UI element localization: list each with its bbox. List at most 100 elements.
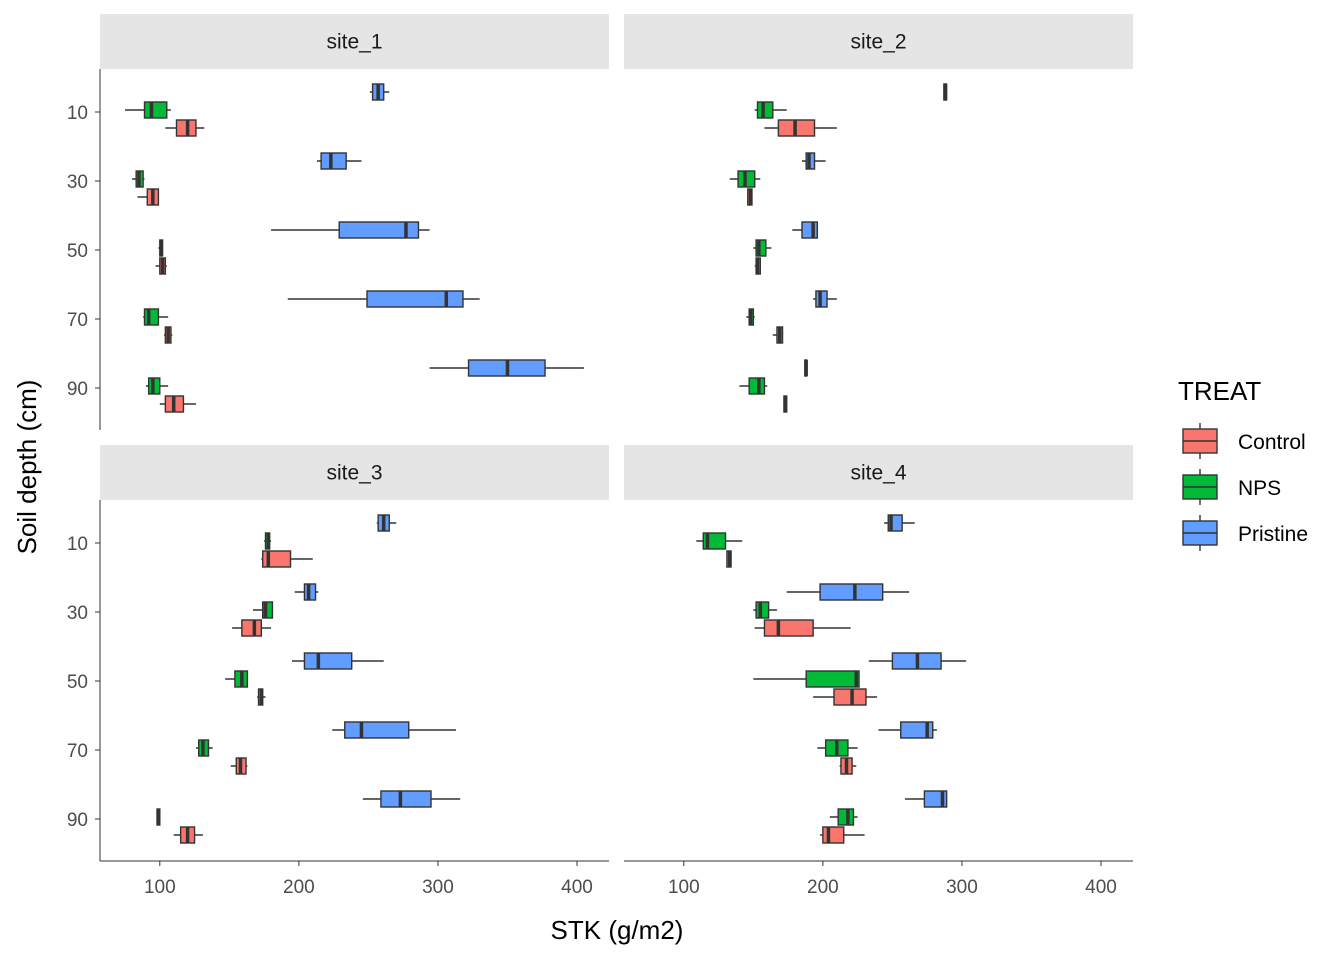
panel-site-2: site_2: [624, 14, 1133, 413]
box-nps-50: [158, 239, 164, 257]
box-control-30: [747, 188, 753, 206]
x-tick-label: 300: [946, 877, 978, 898]
box-control-10: [726, 550, 732, 568]
box-nps-70: [746, 308, 755, 326]
y-tick-label: 70: [67, 310, 88, 331]
box-pristine-10: [884, 514, 915, 532]
box-control-30: [232, 619, 272, 637]
box-pristine-90: [904, 790, 948, 808]
panel-strip-title: site_4: [850, 462, 906, 485]
box-pristine-30: [294, 583, 319, 601]
box-pristine-30: [786, 583, 910, 601]
legend-item-nps: NPS: [1182, 469, 1281, 505]
box-nps-70: [817, 739, 858, 757]
panel-strip-title: site_1: [326, 31, 382, 54]
box-nps-90: [145, 377, 169, 395]
legend-item-control: Control: [1182, 423, 1306, 459]
box-nps-90: [739, 377, 768, 395]
panel-site-1: site_1 10 30 50 70 90: [67, 14, 609, 430]
box-iqr: [756, 101, 774, 119]
box-iqr: [380, 790, 432, 808]
legend-item-pristine: Pristine: [1182, 515, 1308, 551]
y-tick-label: 10: [67, 103, 88, 124]
box-pristine-50: [792, 221, 819, 239]
box-pristine-30: [316, 152, 362, 170]
box-control-70: [772, 326, 784, 344]
x-tick-label: 100: [144, 877, 176, 898]
panel-strip: [100, 445, 609, 500]
box-nps-30: [729, 170, 761, 188]
y-tick-label: 10: [67, 534, 88, 555]
box-iqr: [801, 221, 819, 239]
box-pristine-90: [804, 359, 808, 377]
box-iqr: [748, 377, 766, 395]
box-iqr: [344, 721, 410, 739]
box-iqr: [833, 688, 867, 706]
box-control-10: [764, 119, 837, 137]
x-tick-label: 200: [807, 877, 839, 898]
box-control-90: [820, 826, 865, 844]
box-pristine-70: [287, 290, 480, 308]
panel-strip: [624, 14, 1133, 69]
box-nps-90: [156, 808, 161, 826]
box-nps-70: [143, 308, 169, 326]
box-control-70: [839, 757, 857, 775]
box-control-50: [813, 688, 878, 706]
box-control-70: [163, 326, 173, 344]
box-nps-50: [753, 670, 860, 688]
box-pristine-50: [271, 221, 430, 239]
box-iqr: [819, 583, 884, 601]
box-pristine-70: [332, 721, 457, 739]
y-axis-title: Soil depth (cm): [12, 380, 42, 555]
box-control-90: [173, 826, 203, 844]
box-pristine-10: [376, 514, 397, 532]
x-tick-label: 400: [561, 877, 593, 898]
box-pristine-10: [369, 83, 390, 101]
box-pristine-10: [943, 83, 948, 101]
y-tick-label: 50: [67, 241, 88, 262]
x-tick-label: 400: [1085, 877, 1117, 898]
legend-label: Control: [1238, 431, 1306, 454]
y-tick-label: 30: [67, 172, 88, 193]
box-iqr: [755, 601, 770, 619]
box-control-10: [261, 550, 313, 568]
box-control-90: [159, 395, 196, 413]
box-iqr: [837, 808, 855, 826]
x-tick-label: 200: [283, 877, 315, 898]
box-nps-10: [125, 101, 171, 119]
box-pristine-30: [802, 152, 826, 170]
box-iqr: [900, 721, 934, 739]
x-axis-title: STK (g/m2): [551, 915, 684, 945]
box-pristine-90: [362, 790, 461, 808]
y-tick-label: 50: [67, 672, 88, 693]
box-nps-30: [753, 601, 777, 619]
box-iqr: [143, 101, 168, 119]
panel-site-3: site_3 10 30 50 70 90 100 200 300 400: [67, 445, 609, 898]
y-tick-label: 90: [67, 379, 88, 400]
box-nps-30: [252, 601, 274, 619]
box-pristine-70: [813, 290, 837, 308]
panel-strip-title: site_2: [850, 31, 906, 54]
box-iqr: [755, 239, 767, 257]
box-iqr: [805, 670, 860, 688]
legend-title: TREAT: [1178, 376, 1261, 406]
box-control-70: [230, 757, 248, 775]
box-control-10: [165, 119, 205, 137]
box-control-90: [783, 395, 788, 413]
legend: TREAT Control NPS Pristine: [1178, 376, 1308, 551]
box-nps-10: [754, 101, 787, 119]
box-iqr: [320, 152, 347, 170]
box-iqr: [303, 652, 353, 670]
box-iqr: [241, 619, 263, 637]
x-tick-label: 100: [668, 877, 700, 898]
panel-strip: [100, 14, 609, 69]
box-pristine-70: [878, 721, 937, 739]
box-nps-70: [195, 739, 213, 757]
y-tick-label: 70: [67, 741, 88, 762]
box-nps-90: [829, 808, 858, 826]
box-control-50: [257, 688, 266, 706]
box-iqr: [366, 290, 464, 308]
box-pristine-90: [429, 359, 584, 377]
box-nps-30: [131, 170, 145, 188]
